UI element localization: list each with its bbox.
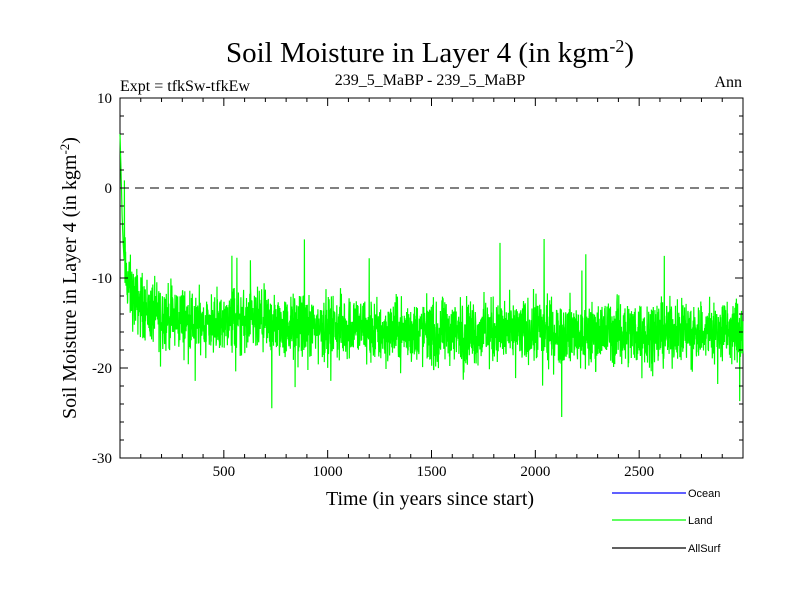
y-tick-label: -30 [92,451,112,467]
plot-frame [119,97,744,459]
series-land-line [119,133,744,418]
y-tick-label: 0 [105,181,113,197]
x-tick-label: 2000 [520,464,550,480]
y-axis-label: Soil Moisture in Layer 4 (in kgm-2) [57,137,82,419]
y-tick-label: 10 [97,91,112,107]
axis-ticks [120,97,743,459]
subtitle-period: 239_5_MaBP - 239_5_MaBP [335,72,526,89]
x-tick-label: 2500 [624,464,654,480]
y-tick-label: -10 [92,271,112,287]
x-tick-labels: 500 1000 1500 2000 2500 [213,464,655,480]
subtitle-season: Ann [714,74,742,91]
legend-land-label: Land [688,515,712,527]
y-tick-labels: 10 0 -10 -20 -30 [92,91,112,467]
x-axis-label: Time (in years since start) [326,488,534,510]
legend-ocean-label: Ocean [688,488,720,500]
chart-title: Soil Moisture in Layer 4 (in kgm-2) [226,36,634,69]
legend: Ocean Land AllSurf [612,488,721,555]
x-tick-label: 1000 [313,464,343,480]
x-tick-label: 1500 [417,464,447,480]
y-tick-label: -20 [92,361,112,377]
subtitle-experiment: Expt = tfkSw-tfkEw [120,78,250,95]
legend-allsurf-label: AllSurf [688,543,721,555]
x-tick-label: 500 [213,464,236,480]
